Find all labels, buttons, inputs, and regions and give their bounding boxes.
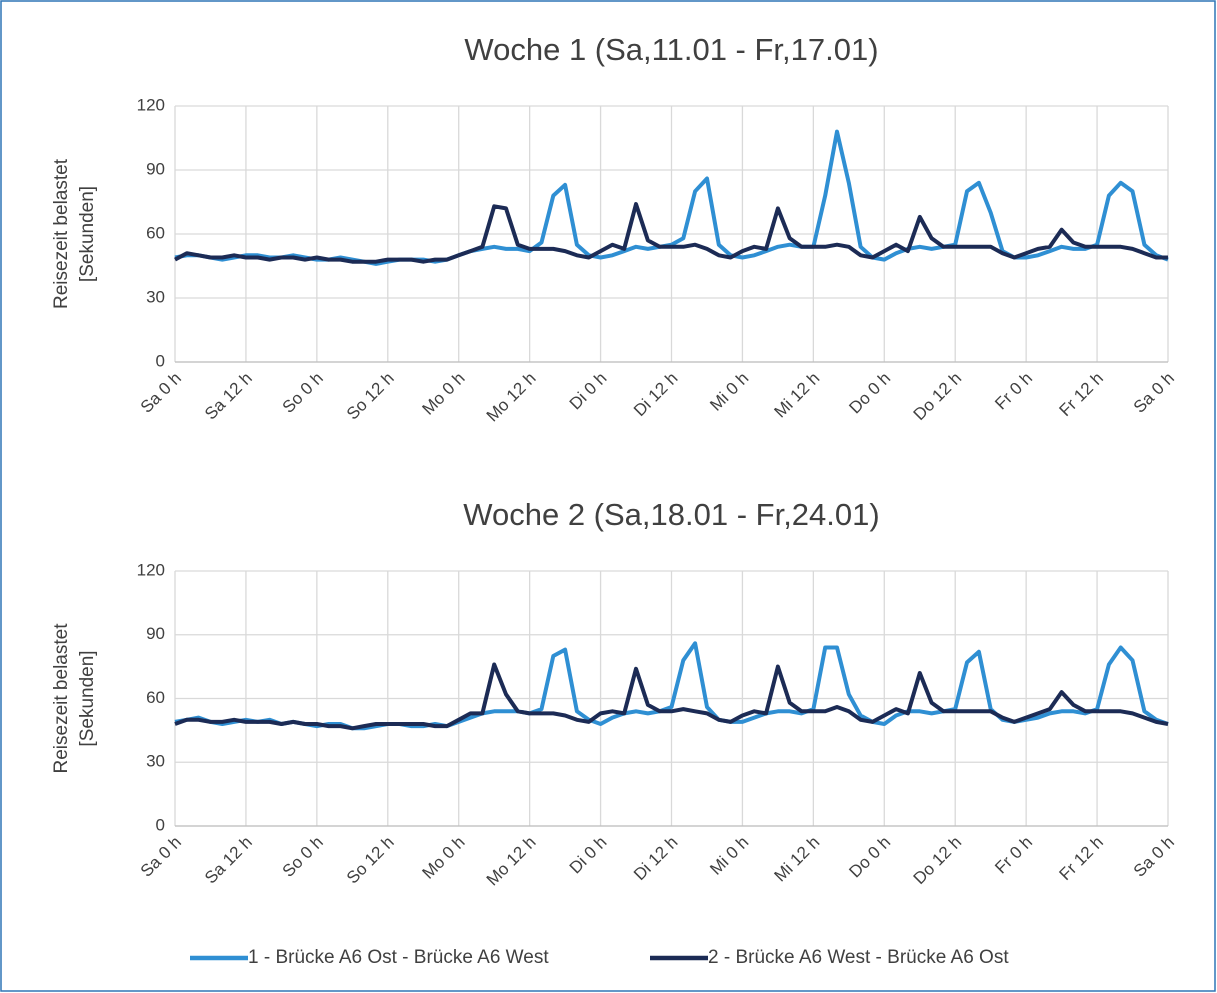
- series-line: [174, 662, 1169, 731]
- series-line: [174, 202, 1168, 264]
- y-tick-label: 0: [156, 815, 165, 834]
- y-axis-label: [Sekunden]: [77, 650, 98, 746]
- y-axis-label: [Sekunden]: [77, 186, 98, 282]
- y-tick-label: 30: [146, 287, 165, 306]
- legend-label: 1 - Brücke A6 Ost - Brücke A6 West: [248, 947, 549, 968]
- legend-label: 2 - Brücke A6 West - Brücke A6 Ost: [708, 947, 1009, 968]
- chart-title: Woche 2 (Sa,18.01 - Fr,24.01): [463, 497, 879, 532]
- y-tick-label: 60: [146, 223, 165, 242]
- y-tick-label: 90: [146, 624, 165, 643]
- y-tick-label: 30: [146, 752, 165, 771]
- y-tick-label: 90: [146, 159, 165, 178]
- y-tick-label: 60: [146, 688, 165, 707]
- y-axis-label: Reisezeit belastet: [51, 158, 72, 309]
- chart-title: Woche 1 (Sa,11.01 - Fr,17.01): [464, 32, 878, 67]
- y-axis-label: Reisezeit belastet: [51, 623, 72, 774]
- series-line: [174, 641, 1169, 731]
- y-tick-label: 0: [156, 351, 165, 370]
- y-tick-label: 120: [137, 95, 165, 114]
- y-tick-label: 120: [137, 560, 165, 579]
